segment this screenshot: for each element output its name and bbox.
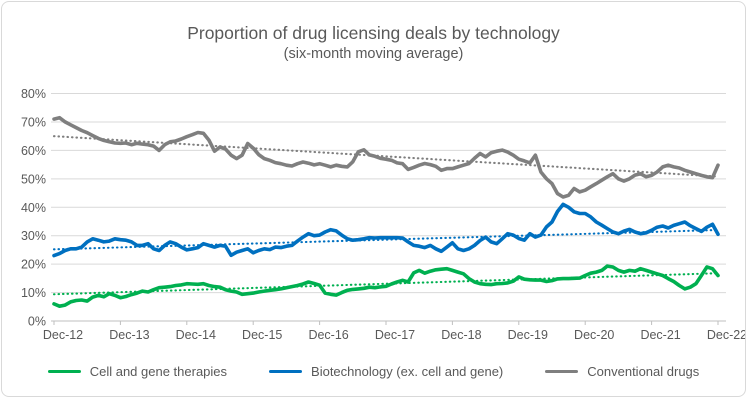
y-axis-label: 30% [21,229,46,243]
y-axis-label: 0% [28,315,46,329]
x-axis-label: Dec-12 [43,328,83,342]
series-line-conventional-drugs [52,115,720,199]
chart-title: Proportion of drug licensing deals by te… [187,23,560,43]
x-axis-label: Dec-16 [308,328,348,342]
y-axis-label: 50% [21,172,46,186]
x-axis-label: Dec-19 [508,328,548,342]
legend-label: Conventional drugs [587,364,700,379]
legend-swatch [47,369,81,374]
x-axis-label: Dec-17 [375,328,415,342]
legend-item-cell-and-gene: Cell and gene therapies [47,364,228,379]
title-block: Proportion of drug licensing deals by te… [2,23,745,64]
legend-label: Biotechnology (ex. cell and gene) [311,364,504,379]
trendline-biotechnology-ex-cell-and-gene [52,228,720,251]
y-axis-label: 10% [21,286,46,300]
y-axis-label: 40% [21,201,46,215]
chart-subtitle: (six-month moving average) [283,45,464,62]
legend-label: Cell and gene therapies [89,364,228,379]
legend-swatch [545,369,579,374]
y-axis-label: 80% [21,87,46,101]
legend-item-biotechnology: Biotechnology (ex. cell and gene) [269,364,503,379]
x-axis-label: Dec-14 [176,328,216,342]
trendline-conventional-drugs [52,135,720,178]
x-axis-label: Dec-18 [441,328,481,342]
legend-item-conventional-drugs: Conventional drugs [545,364,699,379]
x-axis-label: Dec-13 [109,328,149,342]
series-line-cell-and-gene-therapies [52,264,720,309]
chart-legend: Cell and gene therapies Biotechnology (e… [2,364,745,379]
y-axis-label: 20% [21,258,46,272]
trendline-cell-and-gene-therapies [52,272,720,296]
y-axis-label: 60% [21,144,46,158]
x-axis-label: Dec-15 [242,328,282,342]
y-axis-label: 70% [21,115,46,129]
legend-swatch [269,369,303,374]
x-axis-label: Dec-22 [707,328,746,342]
series-line-biotechnology-ex-cell-and-gene [52,202,720,258]
x-axis-label: Dec-20 [574,328,614,342]
plot-area: 0% 10% 20% 30% 40% 50% 60% 70% 80% Dec-12 Dec-13 De… [21,87,746,342]
x-axis-label: Dec-21 [640,328,680,342]
